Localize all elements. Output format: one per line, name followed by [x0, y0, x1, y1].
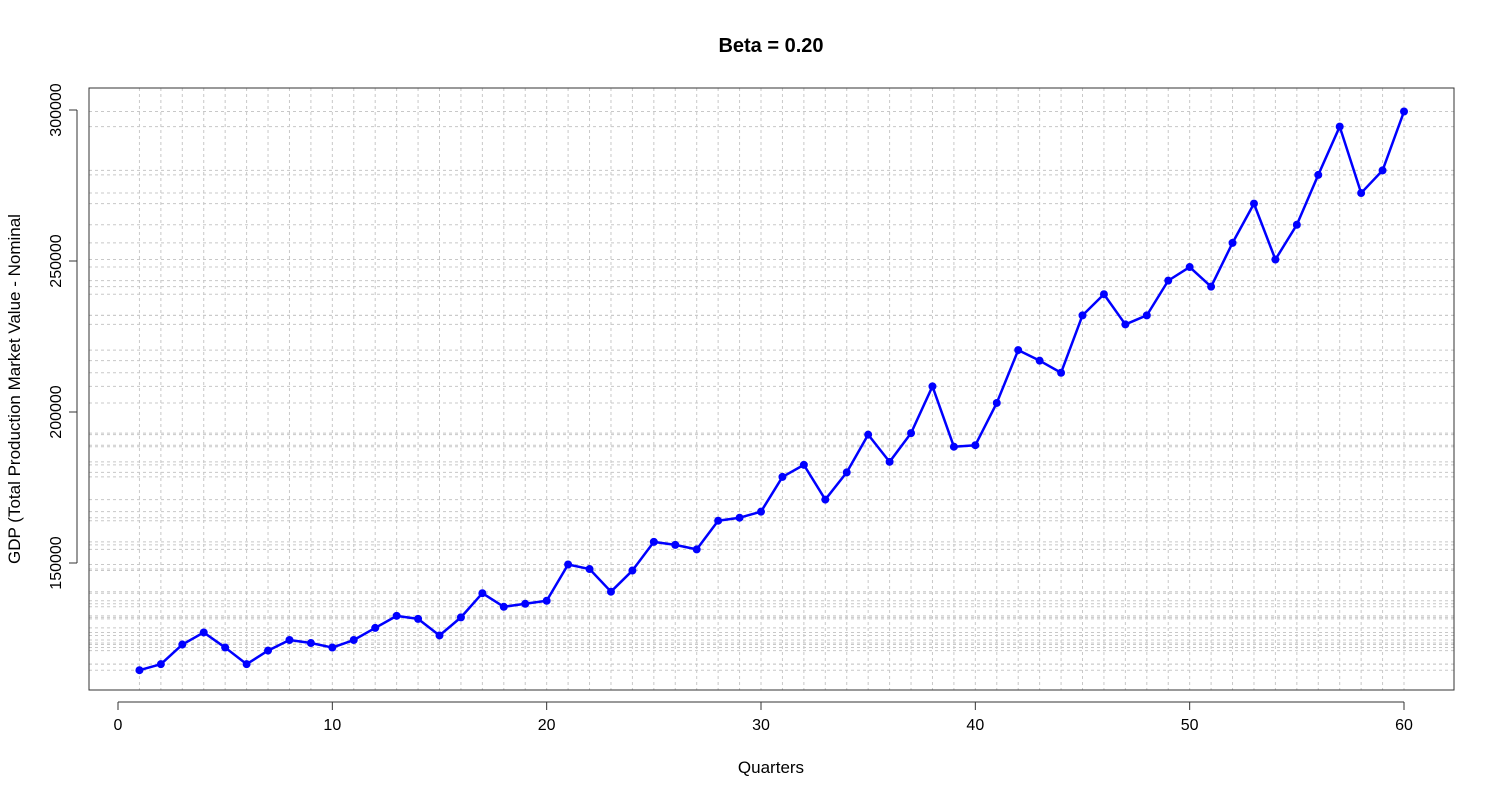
data-point [885, 457, 894, 466]
x-tick-label: 0 [114, 717, 123, 734]
y-tick-label: 300000 [48, 83, 65, 136]
data-point [1400, 107, 1408, 116]
x-axis-label: Quarters [738, 758, 804, 777]
data-point [242, 660, 251, 669]
chart-title: Beta = 0.20 [718, 35, 823, 57]
data-point [585, 565, 594, 574]
x-tick-label: 60 [1395, 717, 1413, 734]
data-point [1035, 356, 1044, 365]
x-tick-label: 30 [752, 717, 770, 734]
data-point [499, 602, 508, 611]
data-point [1057, 368, 1066, 377]
data-point [285, 636, 294, 645]
data-point [264, 646, 273, 655]
plot-frame [88, 87, 1455, 691]
data-point [1185, 263, 1194, 272]
y-tick-label: 250000 [48, 234, 65, 287]
data-point [1142, 311, 1151, 320]
data-point [456, 613, 465, 622]
data-point [1335, 122, 1344, 131]
x-tick-label: 50 [1181, 717, 1199, 734]
data-point [1378, 166, 1387, 175]
x-tick-label: 10 [323, 717, 341, 734]
data-point [542, 596, 551, 605]
data-point [1228, 238, 1237, 247]
data-point [907, 429, 916, 438]
y-tick-label: 150000 [48, 536, 65, 589]
data-point [521, 599, 530, 608]
data-point [628, 566, 637, 575]
data-point [1078, 311, 1087, 320]
data-point [1099, 290, 1108, 299]
data-point [199, 628, 208, 637]
data-point [1357, 189, 1366, 198]
data-point [864, 430, 873, 439]
y-axis: 150000 200000 250000 300000 [48, 83, 78, 590]
x-tick-label: 40 [966, 717, 984, 734]
data-point [928, 382, 937, 391]
data-point [757, 507, 765, 516]
data-point [1164, 276, 1173, 285]
series [135, 107, 1408, 675]
data-point [392, 611, 401, 620]
data-point [349, 636, 358, 645]
data-point [328, 643, 337, 652]
data-point [478, 589, 487, 598]
data-point [1314, 170, 1323, 179]
data-point [371, 623, 380, 632]
data-point [606, 587, 615, 596]
data-point [306, 639, 315, 648]
data-point [435, 631, 444, 640]
data-point [1271, 255, 1280, 264]
data-point [1014, 346, 1023, 355]
data-point [714, 516, 723, 525]
data-point [1121, 320, 1130, 329]
data-point [156, 660, 165, 669]
y-tick-label: 200000 [48, 385, 65, 438]
data-point [692, 545, 701, 554]
x-axis: 0 10 20 30 40 50 60 [114, 701, 1413, 734]
x-tick-label: 20 [538, 717, 556, 734]
data-point [799, 460, 808, 469]
data-point [135, 666, 144, 675]
data-point [178, 640, 187, 649]
y-axis-label: GDP (Total Production Market Value - Nom… [5, 214, 24, 564]
data-point [821, 495, 830, 504]
data-point [992, 398, 1001, 407]
data-point [1249, 199, 1258, 208]
data-point [221, 643, 230, 652]
data-point [1292, 220, 1301, 229]
data-point [414, 614, 423, 623]
data-point [671, 540, 680, 549]
data-point [735, 513, 744, 522]
data-point [778, 472, 787, 481]
data-point [842, 468, 851, 477]
data-point [564, 560, 573, 569]
data-point [1207, 282, 1216, 291]
grid [89, 88, 1454, 690]
data-point [949, 442, 958, 451]
series-line [139, 111, 1406, 672]
data-point [971, 441, 980, 450]
data-point [649, 537, 658, 546]
